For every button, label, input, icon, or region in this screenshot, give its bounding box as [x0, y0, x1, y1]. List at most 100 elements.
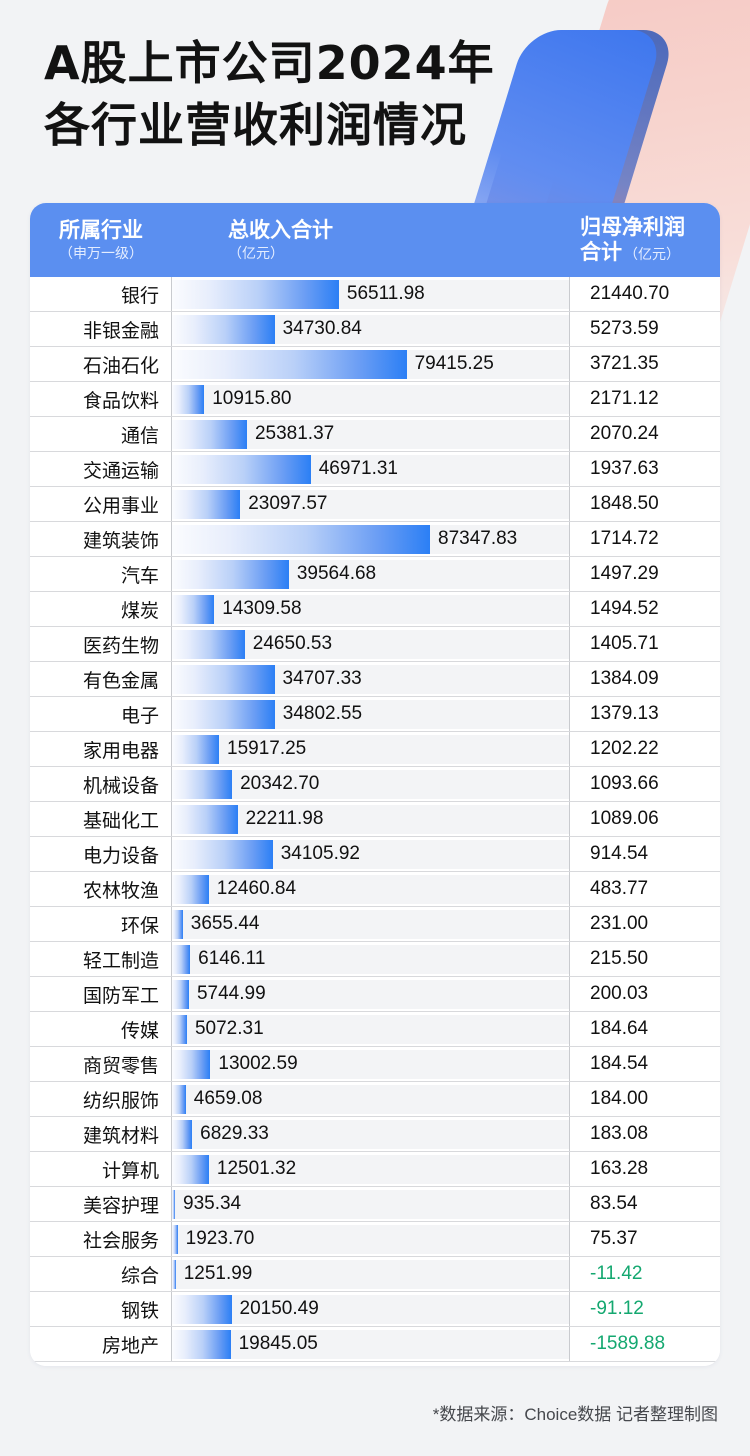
table-row: 房地产 19845.05 -1589.88 [30, 1327, 720, 1362]
bar-fill [172, 1295, 232, 1324]
cell-profit-value: 5273.59 [590, 318, 659, 339]
cell-industry-name: 建筑材料 [30, 1117, 172, 1151]
cell-profit-value: 2171.12 [590, 388, 659, 409]
table-row: 综合 1251.99 -11.42 [30, 1257, 720, 1292]
cell-revenue-value: 22211.98 [245, 808, 324, 829]
cell-profit-value: 184.64 [590, 1018, 649, 1039]
bar-fill [172, 385, 205, 414]
bar-fill [172, 1190, 175, 1219]
bar-fill [172, 280, 339, 309]
cell-industry-name: 基础化工 [30, 802, 172, 836]
column-header-industry: 所属行业 （申万一级） [30, 218, 172, 263]
table-row: 社会服务 1923.70 75.37 [30, 1222, 720, 1257]
cell-industry-name: 食品饮料 [30, 382, 172, 416]
table-row: 环保 3655.44 231.00 [30, 907, 720, 942]
cell-revenue-bar: 6829.33 [172, 1117, 570, 1151]
table-row: 医药生物 24650.53 1405.71 [30, 627, 720, 662]
cell-revenue-value: 46971.31 [318, 458, 398, 479]
bar-fill [172, 1330, 231, 1359]
table-row: 石油石化 79415.25 3721.35 [30, 347, 720, 382]
cell-industry-name: 建筑装饰 [30, 522, 172, 556]
cell-industry-name: 房地产 [30, 1327, 172, 1361]
cell-revenue-value: 1923.70 [185, 1228, 255, 1249]
cell-industry-name: 电子 [30, 697, 172, 731]
cell-profit-value: 2070.24 [590, 423, 659, 444]
cell-revenue-bar: 4659.08 [172, 1082, 570, 1116]
cell-profit-value: 1093.66 [590, 773, 659, 794]
cell-industry-name: 农林牧渔 [30, 872, 172, 906]
bar-fill [172, 700, 275, 729]
cell-profit-value: 1379.13 [590, 703, 659, 724]
cell-revenue-value: 5072.31 [194, 1018, 264, 1039]
cell-revenue-value: 23097.57 [248, 493, 328, 514]
cell-revenue-bar: 34730.84 [172, 312, 570, 346]
cell-profit-value: 914.54 [590, 843, 649, 864]
cell-profit-value: 1714.72 [590, 528, 659, 549]
cell-revenue-bar: 5744.99 [172, 977, 570, 1011]
table-row: 公用事业 23097.57 1848.50 [30, 487, 720, 522]
bar-fill [172, 735, 219, 764]
bar-fill [172, 525, 430, 554]
table-row: 农林牧渔 12460.84 483.77 [30, 872, 720, 907]
table-row: 交通运输 46971.31 1937.63 [30, 452, 720, 487]
data-table-card: 所属行业 （申万一级） 总收入合计 （亿元） 归母净利润 合计 （亿元） 银行 5… [30, 203, 720, 1366]
table-row: 国防军工 5744.99 200.03 [30, 977, 720, 1012]
cell-profit-value: 483.77 [590, 878, 649, 899]
cell-revenue-bar: 12501.32 [172, 1152, 570, 1186]
cell-revenue-value: 34802.55 [282, 703, 363, 724]
bar-fill [172, 1120, 193, 1149]
cell-industry-name: 计算机 [30, 1152, 172, 1186]
table-row: 电力设备 34105.92 914.54 [30, 837, 720, 872]
bar-track [172, 980, 569, 1009]
cell-profit-value: 1494.52 [590, 598, 659, 619]
cell-revenue-value: 79415.25 [414, 353, 494, 374]
cell-profit-value: 75.37 [590, 1228, 638, 1249]
cell-profit-value: 83.54 [590, 1193, 638, 1214]
bar-fill [172, 1050, 211, 1079]
cell-industry-name: 环保 [30, 907, 172, 941]
cell-revenue-value: 20342.70 [240, 773, 320, 794]
bar-fill [172, 945, 191, 974]
bar-fill [172, 665, 275, 694]
table-row: 银行 56511.98 21440.70 [30, 277, 720, 312]
data-source-footnote: *数据来源：Choice数据 记者整理制图 [432, 1405, 718, 1424]
table-row: 计算机 12501.32 163.28 [30, 1152, 720, 1187]
table-row: 煤炭 14309.58 1494.52 [30, 592, 720, 627]
cell-revenue-bar: 56511.98 [172, 277, 570, 311]
cell-profit-value-negative: -91.12 [590, 1298, 644, 1319]
cell-revenue-bar: 14309.58 [172, 592, 570, 626]
table-row: 基础化工 22211.98 1089.06 [30, 802, 720, 837]
bar-track [172, 805, 569, 834]
cell-revenue-bar: 20150.49 [172, 1292, 570, 1326]
cell-industry-name: 银行 [30, 277, 172, 311]
cell-revenue-value: 34105.92 [280, 843, 360, 864]
bar-fill [172, 315, 275, 344]
cell-profit-value: 163.28 [590, 1158, 649, 1179]
bar-fill [172, 560, 289, 589]
cell-industry-name: 交通运输 [30, 452, 172, 486]
cell-industry-name: 非银金融 [30, 312, 172, 346]
bar-track [172, 1260, 569, 1289]
cell-profit-value: 1089.06 [590, 808, 659, 829]
table-row: 通信 25381.37 2070.24 [30, 417, 720, 452]
bar-track [172, 1120, 569, 1149]
cell-profit-value: 184.54 [590, 1053, 649, 1074]
cell-industry-name: 轻工制造 [30, 942, 172, 976]
cell-revenue-value: 12460.84 [216, 878, 297, 899]
cell-industry-name: 煤炭 [30, 592, 172, 626]
cell-industry-name: 电力设备 [30, 837, 172, 871]
cell-revenue-value: 935.34 [183, 1193, 242, 1214]
cell-revenue-bar: 87347.83 [172, 522, 570, 556]
bar-track [172, 1155, 569, 1184]
bar-fill [172, 420, 247, 449]
cell-revenue-value: 4659.08 [193, 1088, 263, 1109]
table-row: 钢铁 20150.49 -91.12 [30, 1292, 720, 1327]
table-row: 建筑装饰 87347.83 1714.72 [30, 522, 720, 557]
cell-revenue-value: 39564.68 [296, 563, 377, 584]
bar-fill [172, 350, 407, 379]
bar-fill [172, 490, 241, 519]
title-line-1: A股上市公司2024年 [44, 36, 495, 90]
cell-profit-value: 21440.70 [590, 283, 670, 304]
cell-revenue-value: 24650.53 [252, 633, 333, 654]
column-header-revenue-title: 总收入合计 [228, 218, 333, 242]
